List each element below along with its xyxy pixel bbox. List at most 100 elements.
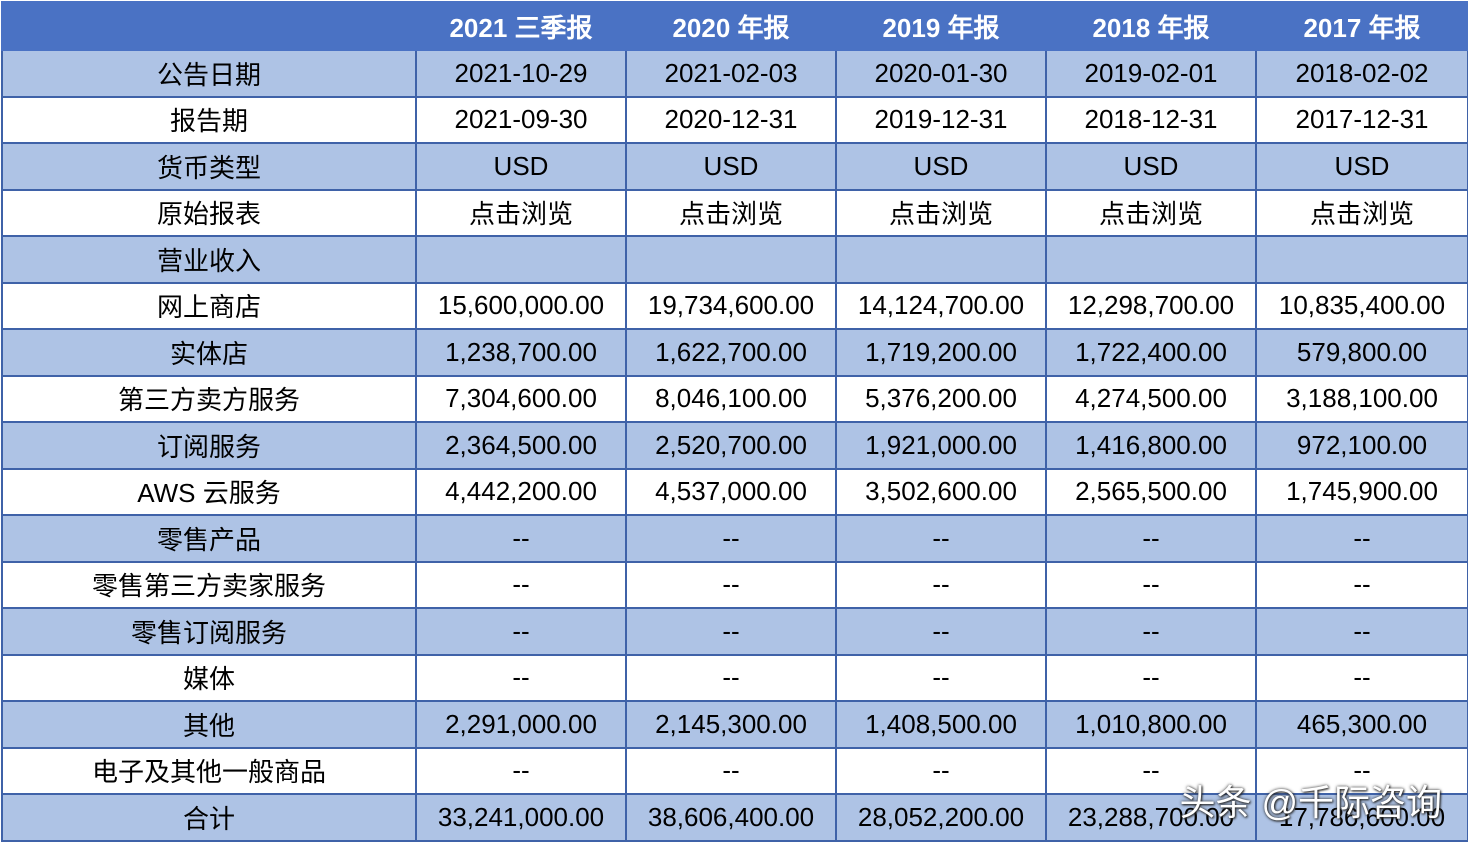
watermark: 头条 @千际咨询 [1179, 782, 1442, 823]
cell: 2018-12-31 [1045, 95, 1257, 144]
table-row: 订阅服务 2,364,500.00 2,520,700.00 1,921,000.00… [1, 421, 1468, 470]
cell: 2019-02-01 [1045, 49, 1257, 98]
cell: -- [1045, 560, 1257, 609]
cell: 1,416,800.00 [1045, 421, 1257, 470]
header-cell: 2019 年报 [835, 1, 1047, 51]
header-row: 2021 三季报 2020 年报 2019 年报 2018 年报 2017 年报 [1, 1, 1468, 51]
cell: -- [625, 607, 837, 656]
header-cell [1, 1, 417, 51]
cell: USD [1255, 142, 1468, 191]
row-label: 原始报表 [1, 188, 417, 237]
table-row: 货币类型 USD USD USD USD USD [1, 142, 1468, 191]
cell: 4,537,000.00 [625, 467, 837, 516]
cell: 1,921,000.00 [835, 421, 1047, 470]
table-row: 营业收入 [1, 235, 1468, 284]
cell[interactable]: 点击浏览 [1045, 188, 1257, 237]
cell: -- [415, 560, 627, 609]
cell: -- [415, 607, 627, 656]
cell: 579,800.00 [1255, 328, 1468, 377]
header-cell: 2021 三季报 [415, 1, 627, 51]
cell: 4,274,500.00 [1045, 374, 1257, 423]
table-row: 电子及其他一般商品 -- -- -- -- -- [1, 746, 1468, 795]
cell: -- [835, 653, 1047, 702]
cell: 19,734,600.00 [625, 281, 837, 330]
table-row: 公告日期 2021-10-29 2021-02-03 2020-01-30 2019-0… [1, 49, 1468, 98]
cell: 1,408,500.00 [835, 700, 1047, 749]
table-row: AWS 云服务 4,442,200.00 4,537,000.00 3,502,600… [1, 467, 1468, 516]
cell: 2021-10-29 [415, 49, 627, 98]
table-row: 其他 2,291,000.00 2,145,300.00 1,408,500.00 1,… [1, 700, 1468, 749]
cell: -- [1255, 560, 1468, 609]
cell [1255, 235, 1468, 284]
cell: 2019-12-31 [835, 95, 1047, 144]
cell: 1,238,700.00 [415, 328, 627, 377]
cell: 17,786,600.00 [1255, 793, 1468, 842]
cell: -- [1045, 653, 1257, 702]
cell: 15,600,000.00 [415, 281, 627, 330]
cell: 3,502,600.00 [835, 467, 1047, 516]
cell: -- [415, 514, 627, 563]
row-label: 订阅服务 [1, 421, 417, 470]
cell: 23,288,700.00 [1045, 793, 1257, 842]
table-row: 报告期 2021-09-30 2020-12-31 2019-12-31 2018-12… [1, 95, 1468, 144]
cell[interactable]: 点击浏览 [625, 188, 837, 237]
cell[interactable]: 点击浏览 [835, 188, 1047, 237]
row-label: 零售第三方卖家服务 [1, 560, 417, 609]
header-cell: 2017 年报 [1255, 1, 1468, 51]
cell: 2,364,500.00 [415, 421, 627, 470]
row-label: 货币类型 [1, 142, 417, 191]
cell: 2020-12-31 [625, 95, 837, 144]
cell: -- [415, 653, 627, 702]
header-cell: 2018 年报 [1045, 1, 1257, 51]
cell: -- [1255, 607, 1468, 656]
cell: -- [1255, 653, 1468, 702]
cell: -- [835, 560, 1047, 609]
row-label: 零售产品 [1, 514, 417, 563]
cell: 1,719,200.00 [835, 328, 1047, 377]
cell [835, 235, 1047, 284]
table-row: 合计 33,241,000.00 38,606,400.00 28,052,200.0… [1, 793, 1468, 842]
cell: 465,300.00 [1255, 700, 1468, 749]
row-label: 合计 [1, 793, 417, 842]
cell: 2018-02-02 [1255, 49, 1468, 98]
cell: 2021-02-03 [625, 49, 837, 98]
cell [625, 235, 837, 284]
row-label: 报告期 [1, 95, 417, 144]
row-label: 零售订阅服务 [1, 607, 417, 656]
cell: -- [625, 560, 837, 609]
cell: -- [1045, 607, 1257, 656]
cell: 1,010,800.00 [1045, 700, 1257, 749]
cell: 7,304,600.00 [415, 374, 627, 423]
row-label: 其他 [1, 700, 417, 749]
header-cell: 2020 年报 [625, 1, 837, 51]
row-label: 公告日期 [1, 49, 417, 98]
cell: -- [1255, 514, 1468, 563]
cell: 10,835,400.00 [1255, 281, 1468, 330]
cell: -- [835, 746, 1047, 795]
cell: 2,520,700.00 [625, 421, 837, 470]
cell: 2,565,500.00 [1045, 467, 1257, 516]
table-row: 媒体 -- -- -- -- -- [1, 653, 1468, 702]
cell: 33,241,000.00 [415, 793, 627, 842]
cell: -- [625, 514, 837, 563]
cell: USD [1045, 142, 1257, 191]
cell: 12,298,700.00 [1045, 281, 1257, 330]
table-row: 零售产品 -- -- -- -- -- [1, 514, 1468, 563]
cell: USD [415, 142, 627, 191]
cell: -- [415, 746, 627, 795]
table-row: 网上商店 15,600,000.00 19,734,600.00 14,124,700… [1, 281, 1468, 330]
row-label: AWS 云服务 [1, 467, 417, 516]
cell: 38,606,400.00 [625, 793, 837, 842]
cell: -- [835, 514, 1047, 563]
cell: 4,442,200.00 [415, 467, 627, 516]
cell: -- [1045, 746, 1257, 795]
table-row: 第三方卖方服务 7,304,600.00 8,046,100.00 5,376,200… [1, 374, 1468, 423]
cell: 2,145,300.00 [625, 700, 837, 749]
row-label: 第三方卖方服务 [1, 374, 417, 423]
cell[interactable]: 点击浏览 [415, 188, 627, 237]
cell: 1,622,700.00 [625, 328, 837, 377]
cell: 14,124,700.00 [835, 281, 1047, 330]
cell[interactable]: 点击浏览 [1255, 188, 1468, 237]
